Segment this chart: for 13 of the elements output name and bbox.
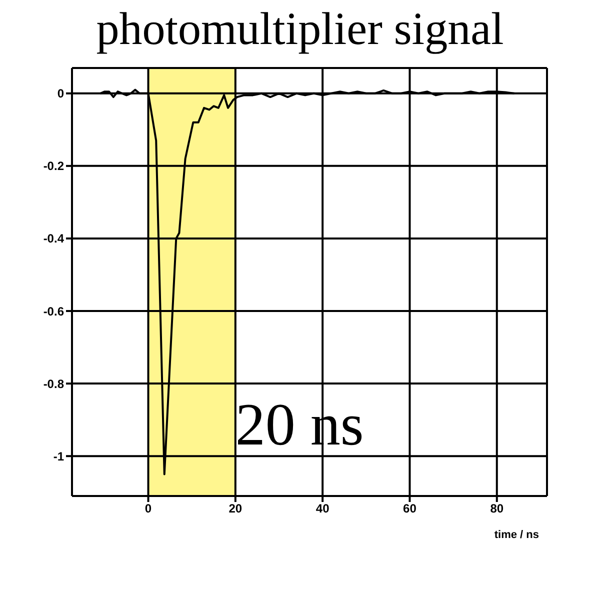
x-axis-title: time / ns: [494, 529, 539, 541]
x-tick-label: 0: [144, 502, 152, 516]
x-tick-label: 20: [228, 502, 242, 516]
y-tick-label: -0.8: [43, 376, 64, 391]
y-tick-label: -0.2: [43, 159, 64, 174]
y-tick-label: -0.6: [43, 304, 64, 318]
x-tick-label: 40: [316, 502, 330, 516]
y-tick-label: 0: [57, 86, 64, 101]
y-tick-label: -1: [53, 449, 64, 464]
x-tick-label: 80: [490, 502, 504, 516]
chart-title: photomultiplier signal: [95, 2, 505, 55]
y-tick-label: -0.4: [43, 232, 64, 246]
x-tick-label: 60: [403, 502, 417, 516]
